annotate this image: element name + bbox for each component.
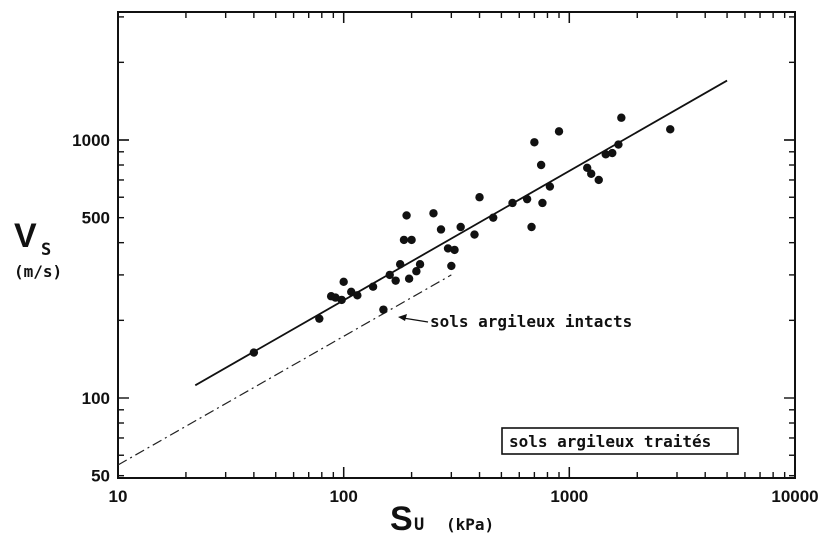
data-point — [617, 113, 626, 122]
data-point — [538, 198, 547, 208]
legend-text: sols argileux traités — [509, 432, 711, 451]
y-tick-label: 1000 — [72, 131, 110, 150]
y-axis-unit: (m/s) — [14, 262, 62, 281]
data-point — [447, 261, 456, 271]
data-point — [402, 211, 411, 220]
annotation-intacts: sols argileux intacts — [398, 312, 632, 331]
data-point — [450, 245, 459, 255]
data-point — [391, 276, 400, 285]
plot-frame — [117, 11, 796, 479]
data-point — [436, 225, 446, 234]
legend: sols argileux traités — [501, 427, 739, 455]
data-point — [475, 193, 484, 202]
data-point — [614, 140, 623, 149]
data-point — [415, 260, 425, 269]
data-point — [594, 175, 603, 185]
x-axis-unit: (kPa) — [446, 515, 494, 534]
data-point — [339, 277, 348, 287]
data-point — [608, 148, 617, 158]
y-tick-label: 50 — [91, 467, 110, 486]
data-point — [347, 287, 356, 297]
x-axis-sub: U — [414, 515, 424, 535]
mark-layer — [117, 79, 728, 466]
regression-line — [194, 79, 728, 387]
data-point — [337, 295, 346, 305]
data-point — [527, 222, 536, 232]
data-point — [522, 194, 532, 204]
data-point — [666, 125, 675, 134]
data-point — [470, 230, 479, 239]
data-point — [429, 209, 438, 218]
data-point — [407, 235, 416, 245]
data-point — [315, 314, 324, 323]
x-tick-label: 10000 — [771, 487, 818, 506]
data-point — [508, 198, 517, 208]
legend-box — [501, 427, 739, 455]
data-point — [489, 213, 498, 222]
y-axis-sub: S — [41, 240, 51, 260]
data-point — [443, 244, 453, 253]
y-axis-main: V — [14, 217, 37, 255]
data-point — [530, 138, 539, 147]
data-point — [395, 260, 405, 269]
data-point — [583, 163, 592, 173]
x-axis-title: S U (kPa) — [390, 500, 494, 538]
data-point — [399, 235, 409, 245]
intacts-line — [117, 274, 452, 466]
x-tick-label: 1000 — [550, 487, 588, 506]
data-point — [249, 348, 259, 357]
data-point — [456, 222, 465, 232]
data-point — [404, 274, 414, 283]
data-point — [545, 182, 555, 191]
annotation-arrowhead — [398, 314, 407, 321]
data-point — [587, 169, 596, 178]
data-point — [368, 282, 378, 291]
data-point — [385, 270, 394, 280]
x-axis-main: S — [390, 500, 413, 538]
y-tick-label: 100 — [82, 389, 110, 408]
data-point — [353, 291, 362, 300]
x-tick-label: 10 — [109, 487, 128, 506]
annotation-text: sols argileux intacts — [430, 312, 632, 331]
y-tick-label: 500 — [82, 209, 110, 228]
data-point — [379, 305, 388, 314]
x-tick-label: 100 — [329, 487, 357, 506]
data-point — [536, 160, 546, 170]
tick-layer — [117, 12, 796, 478]
annotation-arrow — [402, 317, 429, 323]
label-layer: 10 100 1000 10000 50 100 500 1000 — [72, 131, 818, 506]
data-point — [554, 127, 564, 136]
y-axis-title: V S (m/s) — [14, 217, 62, 281]
data-point — [412, 267, 421, 276]
data-point — [601, 150, 610, 159]
